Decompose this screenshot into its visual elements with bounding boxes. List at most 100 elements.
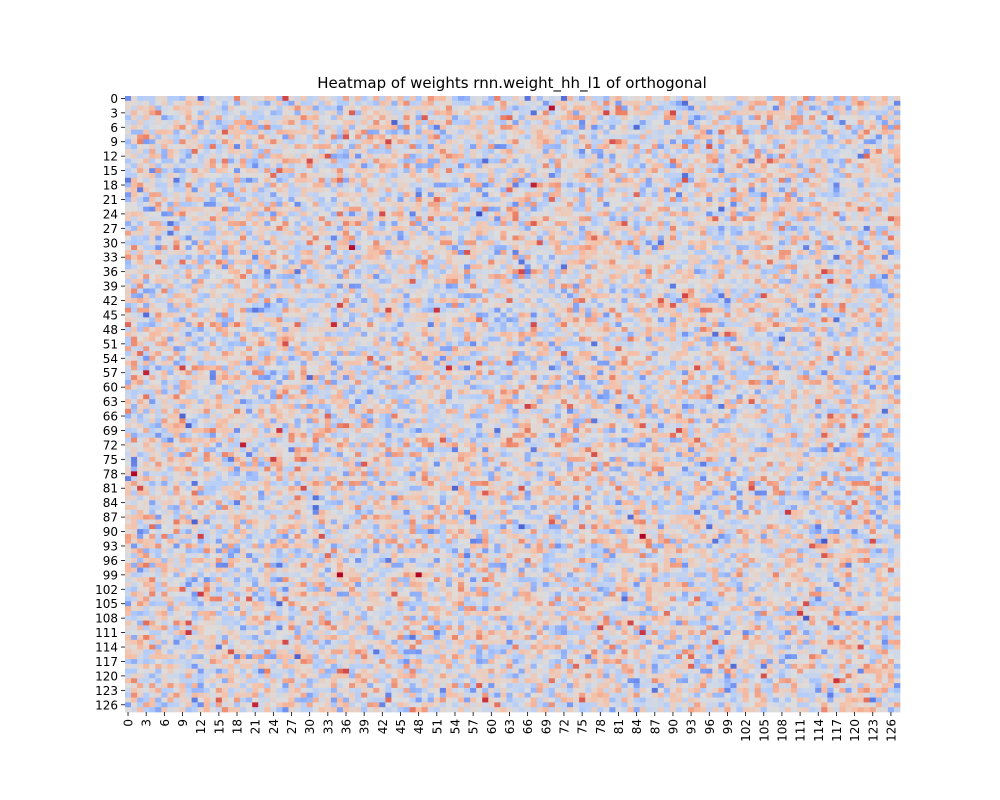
- heatmap-cell: [246, 264, 253, 270]
- heatmap-cell: [240, 110, 247, 116]
- heatmap-cell: [330, 153, 338, 159]
- heatmap-cell: [518, 216, 525, 222]
- heatmap-cell: [318, 129, 326, 135]
- heatmap-cell: [391, 192, 398, 198]
- heatmap-cell: [893, 197, 901, 203]
- heatmap-cell: [524, 110, 532, 116]
- heatmap-cell: [125, 177, 132, 183]
- heatmap-cell: [791, 163, 798, 169]
- heatmap-cell: [270, 259, 277, 265]
- heatmap-cell: [161, 115, 168, 121]
- heatmap-cell: [167, 182, 174, 188]
- heatmap-cell: [282, 278, 289, 285]
- heatmap-cell: [155, 250, 162, 256]
- heatmap-cell: [742, 269, 749, 275]
- heatmap-cell: [209, 153, 217, 159]
- heatmap-cell: [736, 153, 743, 159]
- heatmap-cell: [415, 192, 423, 198]
- heatmap-cell: [573, 100, 580, 106]
- heatmap-cell: [554, 225, 562, 232]
- heatmap-cell: [264, 182, 271, 188]
- heatmap-cell: [167, 134, 174, 140]
- heatmap-cell: [482, 254, 489, 260]
- heatmap-cell: [391, 173, 398, 179]
- heatmap-cell: [615, 139, 622, 145]
- heatmap-cell: [851, 221, 858, 227]
- heatmap-cell: [548, 206, 556, 212]
- heatmap-cell: [355, 134, 362, 140]
- heatmap-cell: [585, 274, 592, 280]
- heatmap-cell: [700, 163, 707, 169]
- heatmap-cell: [209, 100, 217, 106]
- heatmap-cell: [700, 96, 707, 102]
- heatmap-cell: [875, 225, 883, 232]
- heatmap-cell: [863, 250, 871, 256]
- heatmap-cell: [669, 96, 677, 102]
- heatmap-cell: [554, 187, 562, 193]
- heatmap-cell: [125, 187, 132, 193]
- heatmap-cell: [621, 201, 628, 208]
- heatmap-cell: [627, 105, 634, 111]
- heatmap-cell: [264, 206, 271, 212]
- heatmap-cell: [839, 110, 846, 116]
- heatmap-cell: [421, 235, 429, 241]
- heatmap-cell: [203, 230, 211, 236]
- heatmap-cell: [415, 274, 423, 280]
- heatmap-cell: [766, 182, 774, 188]
- heatmap-cell: [682, 278, 689, 285]
- heatmap-cell: [797, 230, 804, 236]
- heatmap-cell: [784, 274, 792, 280]
- heatmap-cell: [845, 201, 852, 208]
- heatmap-cell: [585, 201, 592, 208]
- heatmap-cell: [633, 144, 640, 150]
- heatmap-cell: [173, 216, 180, 222]
- heatmap-cell: [221, 129, 229, 135]
- heatmap-cell: [524, 187, 532, 193]
- heatmap-cell: [869, 221, 877, 227]
- heatmap-cell: [240, 274, 247, 280]
- heatmap-cell: [560, 148, 568, 155]
- heatmap-cell: [312, 173, 320, 179]
- heatmap-cell: [458, 274, 465, 280]
- heatmap-cell: [712, 254, 719, 260]
- heatmap-cell: [585, 225, 592, 232]
- heatmap-cell: [651, 168, 659, 174]
- heatmap-cell: [554, 240, 562, 246]
- heatmap-cell: [603, 177, 610, 183]
- heatmap-cell: [458, 100, 465, 106]
- heatmap-cell: [167, 206, 174, 212]
- heatmap-cell: [748, 259, 756, 265]
- heatmap-cell: [609, 187, 616, 193]
- heatmap-cell: [246, 278, 253, 285]
- heatmap-cell: [482, 129, 489, 135]
- heatmap-cell: [748, 278, 756, 285]
- heatmap-cell: [149, 235, 156, 241]
- heatmap-cell: [579, 144, 586, 150]
- heatmap-cell: [324, 240, 332, 246]
- heatmap-cell: [591, 211, 598, 217]
- heatmap-cell: [409, 278, 416, 285]
- heatmap-cell: [524, 153, 532, 159]
- heatmap-cell: [445, 235, 453, 241]
- heatmap-cell: [161, 177, 168, 183]
- heatmap-cell: [778, 134, 786, 140]
- heatmap-cell: [566, 197, 574, 203]
- heatmap-cell: [688, 206, 695, 212]
- heatmap-cell: [258, 230, 265, 236]
- heatmap-cell: [512, 254, 519, 260]
- heatmap-cell: [881, 235, 889, 241]
- heatmap-cell: [433, 105, 441, 111]
- heatmap-cell: [815, 182, 822, 188]
- heatmap-cell: [221, 250, 229, 256]
- heatmap-cell: [663, 120, 671, 126]
- heatmap-cell: [754, 182, 762, 188]
- heatmap-cell: [355, 100, 362, 106]
- heatmap-cell: [609, 269, 616, 275]
- heatmap-cell: [391, 235, 398, 241]
- heatmap-cell: [264, 235, 271, 241]
- heatmap-cell: [700, 158, 707, 164]
- heatmap-cell: [409, 120, 416, 126]
- heatmap-cell: [657, 201, 665, 208]
- heatmap-cell: [421, 250, 429, 256]
- heatmap-cell: [663, 129, 671, 135]
